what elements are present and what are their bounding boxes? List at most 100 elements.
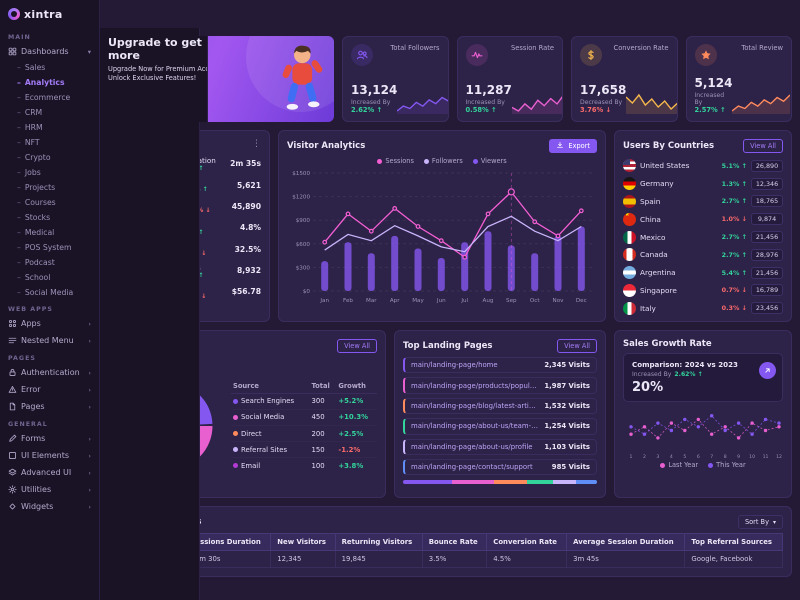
stat-change: 2.57% [695, 106, 733, 114]
diamond-icon [8, 502, 17, 511]
sidebar-subitem-label: Medical [24, 228, 55, 237]
sidebar-subitem-label: POS System [24, 243, 72, 252]
view-all-button[interactable]: View All [557, 339, 597, 353]
svg-text:1: 1 [630, 454, 633, 460]
svg-text:12: 12 [776, 454, 782, 460]
sidebar-section-label: WEB APPS [8, 306, 53, 313]
country-name: Canada [640, 250, 668, 260]
svg-text:8: 8 [724, 454, 727, 460]
us-flag-icon [623, 159, 636, 173]
sidebar-item-label: Dashboards [21, 47, 69, 56]
sidebar-item-school[interactable]: – School [0, 270, 99, 285]
country-value: 12,346 [751, 177, 783, 190]
sidebar-item-advanced-ui[interactable]: Advanced UI › [0, 464, 99, 481]
landing-page-link[interactable]: main/landing-page/blog/latest-article 1,5… [403, 397, 597, 415]
sidebar-item-utilities[interactable]: Utilities › [0, 481, 99, 498]
sidebar-item-analytics[interactable]: – Analytics [0, 75, 99, 90]
country-value: 26,890 [751, 159, 783, 172]
stats-col-header: Sessions Duration [183, 533, 272, 551]
activity-value: $56.78 [231, 287, 261, 297]
stats-cell: 19,845 [334, 550, 423, 568]
referral-col-header: Source [231, 378, 310, 394]
brand[interactable]: xintra [0, 0, 99, 28]
view-all-button[interactable]: View All [337, 339, 377, 353]
download-icon [556, 141, 564, 151]
menu-icon [8, 336, 17, 345]
export-button-label: Export [568, 142, 590, 150]
sidebar-item-pos-system[interactable]: – POS System [0, 240, 99, 255]
sidebar-item-widgets[interactable]: Widgets › [0, 498, 99, 515]
sidebar-item-crm[interactable]: – CRM [0, 105, 99, 120]
view-all-button[interactable]: View All [743, 139, 783, 153]
country-change: 5.1% [722, 162, 747, 170]
svg-text:$1500: $1500 [292, 171, 310, 177]
sidebar-item-social-media[interactable]: – Social Media [0, 285, 99, 300]
growth-action-button[interactable] [759, 362, 776, 379]
svg-text:Jun: Jun [436, 298, 446, 304]
sidebar-item-ui-elements[interactable]: UI Elements › [0, 447, 99, 464]
sidebar-item-dashboards[interactable]: Dashboards ▾ [0, 43, 99, 60]
chart-legend: Last Year This Year [623, 461, 783, 469]
apps-icon [8, 319, 17, 328]
export-button[interactable]: Export [549, 139, 597, 153]
stats-col-header: Top Referral Sources [684, 533, 783, 551]
landing-page-link[interactable]: main/landing-page/about-us/team-page 1,25… [403, 418, 597, 435]
source-color-dot [233, 463, 238, 469]
sidebar-item-ecommerce[interactable]: – Ecommerce [0, 90, 99, 105]
bullet-dash: – [17, 138, 21, 147]
italy-flag-icon [623, 301, 636, 315]
chevron-icon: › [88, 319, 91, 328]
sidebar-item-jobs[interactable]: – Jobs [0, 165, 99, 180]
sidebar-subitem-label: NFT [24, 138, 40, 147]
legend-dot [660, 462, 666, 468]
landing-page-link[interactable]: main/landing-page/products/popular-categ… [403, 377, 597, 394]
stat-card-session-rate: Session Rate 11,287 Increased By 0.58% [456, 36, 563, 122]
growth-value: 20% [632, 380, 664, 395]
sales-growth-panel: Comparison: 2024 vs 2023 Increased By 2.… [623, 353, 783, 402]
sidebar-item-authentication[interactable]: Authentication › [0, 364, 99, 381]
stat-change-label: Increased By [694, 92, 725, 106]
svg-text:3: 3 [656, 454, 659, 460]
sidebar-item-courses[interactable]: – Courses [0, 195, 99, 210]
svg-text:11: 11 [763, 454, 769, 460]
landing-page-link[interactable]: main/landing-page/about-us/profile 1,103 … [403, 438, 597, 455]
landing-page-visits: 985 Visits [551, 463, 590, 472]
more-options-icon[interactable]: ⋮ [252, 138, 261, 149]
china-flag-icon [623, 212, 636, 226]
stats-col-header: Average Session Duration [566, 533, 686, 551]
sidebar-item-error[interactable]: Error › [0, 381, 99, 398]
spain-flag-icon [623, 194, 636, 208]
sidebar-subitem-label: Stocks [24, 213, 51, 222]
sidebar-item-sales[interactable]: – Sales [0, 60, 99, 75]
bullet-dash: – [17, 123, 21, 132]
sidebar-item-stocks[interactable]: – Stocks [0, 210, 99, 225]
sidebar-item-nested-menu[interactable]: Nested Menu › [0, 332, 99, 349]
sidebar-item-hrm[interactable]: – HRM [0, 120, 99, 135]
brand-logo-icon [8, 8, 20, 20]
sidebar-item-podcast[interactable]: – Podcast [0, 255, 99, 270]
landing-page-link[interactable]: main/landing-page/contact/support 985 Vis… [403, 458, 597, 476]
stat-value: 11,287 [465, 83, 512, 97]
sidebar-item-projects[interactable]: – Projects [0, 180, 99, 195]
country-row-italy: Italy 0.3% 23,456 [623, 299, 783, 317]
sidebar-item-forms[interactable]: Forms › [0, 430, 99, 447]
stats-cell: 4.5% [486, 550, 568, 568]
sidebar-item-crypto[interactable]: – Crypto [0, 150, 99, 165]
bullet-dash: – [17, 213, 21, 222]
sidebar-item-label: Error [21, 385, 41, 394]
referral-col-header: Total [309, 378, 337, 394]
landing-page-link[interactable]: main/landing-page/home 2,345 Visits [403, 357, 597, 374]
sort-by-button[interactable]: Sort By [737, 515, 783, 529]
sidebar-item-label: Authentication [21, 368, 80, 377]
sidebar-item-pages[interactable]: Pages › [0, 398, 99, 415]
stats-cell: 12,345 [270, 550, 336, 568]
sidebar-item-apps[interactable]: Apps › [0, 315, 99, 332]
comparison-label: Comparison: 2024 vs 2023 [632, 360, 738, 369]
sidebar-item-medical[interactable]: – Medical [0, 225, 99, 240]
svg-text:Nov: Nov [553, 298, 565, 304]
sidebar-item-nft[interactable]: – NFT [0, 135, 99, 150]
svg-text:$1200: $1200 [292, 195, 310, 201]
bullet-dash: – [17, 243, 21, 252]
card-title: Top Landing Pages [403, 341, 493, 351]
